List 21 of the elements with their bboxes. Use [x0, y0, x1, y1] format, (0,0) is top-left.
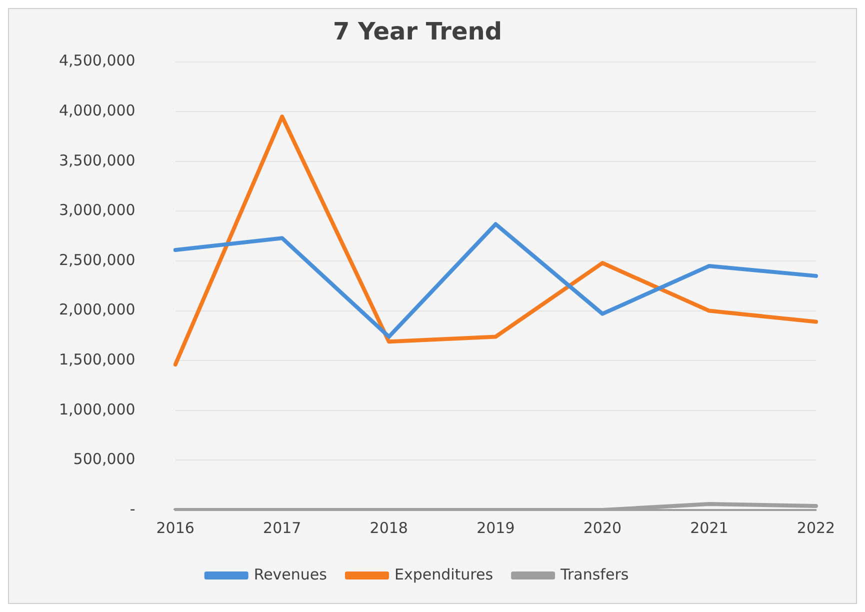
legend-label: Transfers	[560, 565, 629, 584]
y-tick-label: 1,500,000	[58, 350, 136, 368]
x-tick-label: 2022	[796, 518, 836, 537]
y-tick-label: 2,000,000	[58, 300, 136, 319]
y-tick-label: 4,000,000	[58, 101, 136, 120]
x-tick-label: 2016	[156, 518, 194, 537]
y-tick-label: 500,000	[73, 450, 136, 468]
chart-title: 7 Year Trend	[332, 18, 502, 46]
y-tick-label: 3,000,000	[58, 201, 136, 220]
x-tick-label: 2019	[476, 518, 515, 537]
y-tick-label: -	[130, 500, 136, 518]
legend-label: Revenues	[254, 565, 328, 584]
x-tick-label: 2021	[690, 518, 728, 537]
x-tick-label: 2017	[263, 518, 302, 537]
y-tick-label: 3,500,000	[58, 151, 136, 170]
y-tick-label: 2,500,000	[58, 250, 136, 269]
x-tick-label: 2018	[370, 518, 408, 537]
x-tick-label: 2020	[583, 518, 622, 537]
legend-label: Expenditures	[394, 565, 494, 584]
y-tick-label: 1,000,000	[58, 400, 136, 418]
y-tick-label: 4,500,000	[58, 52, 136, 70]
